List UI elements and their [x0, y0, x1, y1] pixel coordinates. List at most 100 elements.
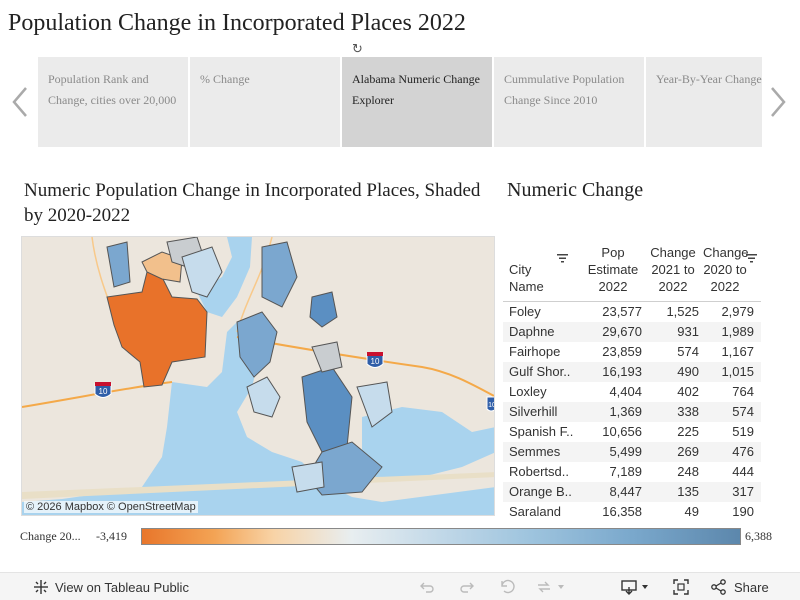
revert-button[interactable]	[498, 573, 516, 600]
map-canvas[interactable]: 10 10 10	[22, 237, 495, 516]
share-button[interactable]: Share	[710, 573, 769, 600]
change-2021-cell: 402	[677, 384, 699, 399]
change-2020-cell: 1,167	[721, 344, 754, 359]
story-tab-label: Year-By-Year Change	[656, 72, 762, 86]
change-2020-cell: 574	[732, 404, 754, 419]
story-tab-label: % Change	[200, 72, 250, 86]
change-2021-cell: 338	[677, 404, 699, 419]
loading-spinner-icon: ↻	[352, 42, 363, 57]
city-cell: Silverhill	[509, 404, 558, 419]
sort-icon[interactable]	[746, 253, 757, 263]
table-row[interactable]: Semmes 5,499 269 476	[503, 442, 761, 462]
barrier-island	[22, 472, 494, 499]
carousel-prev-icon[interactable]	[8, 82, 32, 122]
place-fairhope[interactable]	[246, 376, 281, 418]
change-2021-cell: 225	[677, 424, 699, 439]
interstate-shield-icon: 10	[366, 352, 384, 368]
table-row[interactable]: Fairhope 23,859 574 1,167	[503, 342, 761, 362]
city-cell: Saraland	[509, 504, 562, 517]
place-spanish-fort[interactable]	[261, 241, 298, 308]
place-semmes[interactable]	[106, 241, 131, 288]
story-tab-numeric-change-explorer[interactable]: Alabama Numeric Change Explorer	[342, 57, 492, 147]
change-2021-cell: 248	[677, 464, 699, 479]
pop-cell: 23,859	[602, 344, 642, 359]
column-header-change-2021[interactable]: Change 2021 to 2022	[650, 245, 696, 294]
download-icon	[621, 580, 637, 595]
undo-button[interactable]	[418, 573, 436, 600]
fullscreen-button[interactable]	[672, 573, 690, 600]
river-water	[197, 237, 252, 317]
table-title: Numeric Change	[507, 179, 644, 201]
interstate-shield-icon: 10	[486, 396, 494, 412]
choropleth-map[interactable]: 10 10 10 © 2026 Mapbox © OpenStreetMap	[21, 236, 495, 516]
table-row[interactable]: Saraland 16,358 49 190	[503, 502, 761, 517]
story-tab-year-by-year[interactable]: Year-By-Year Change	[646, 57, 762, 147]
table-row[interactable]: Gulf Shor.. 16,193 490 1,015	[503, 362, 761, 382]
table-body: Foley 23,577 1,525 2,979 Daphne 29,670 931 1,9…	[503, 302, 761, 517]
city-cell: Foley	[509, 304, 541, 319]
city-cell: Robertsd..	[509, 464, 569, 479]
shield-number: 10	[99, 387, 108, 396]
view-on-tableau-public-button[interactable]: View on Tableau Public	[32, 573, 189, 600]
sort-icon[interactable]	[557, 253, 568, 263]
redo-button[interactable]	[458, 573, 476, 600]
change-2020-cell: 476	[732, 444, 754, 459]
page-title: Population Change in Incorporated Places…	[8, 10, 466, 36]
interstate-shield-icon: 10	[94, 382, 112, 398]
refresh-icon	[538, 581, 550, 593]
city-cell: Daphne	[509, 324, 555, 339]
pop-cell: 7,189	[609, 464, 642, 479]
color-legend-bar[interactable]	[141, 528, 741, 545]
map-attribution[interactable]: © 2026 Mapbox © OpenStreetMap	[24, 501, 198, 513]
table-row[interactable]: Robertsd.. 7,189 248 444	[503, 462, 761, 482]
story-tab-cumulative-change[interactable]: Cummulative Population Change Since 2010	[494, 57, 644, 147]
table-header: City Name Pop Estimate 2022 Change 2021 …	[503, 212, 761, 302]
carousel-next-icon[interactable]	[766, 82, 790, 122]
story-tab-label: Alabama Numeric Change Explorer	[352, 72, 480, 107]
table-row[interactable]: Spanish F.. 10,656 225 519	[503, 422, 761, 442]
change-2021-cell: 574	[677, 344, 699, 359]
place-saraland[interactable]	[181, 246, 223, 298]
story-tab-label: Population Rank and Change, cities over …	[48, 72, 177, 107]
refresh-button[interactable]	[535, 573, 565, 600]
pop-cell: 16,193	[602, 364, 642, 379]
interstate-road	[236, 336, 494, 398]
pop-cell: 8,447	[609, 484, 642, 499]
change-2020-cell: 764	[732, 384, 754, 399]
share-label: Share	[734, 579, 769, 595]
change-2020-cell: 2,979	[721, 304, 754, 319]
redo-icon	[460, 582, 474, 593]
change-2020-cell: 519	[732, 424, 754, 439]
change-2020-cell: 317	[732, 484, 754, 499]
shield-number: 10	[371, 357, 380, 366]
pop-cell: 4,404	[609, 384, 642, 399]
change-2021-cell: 1,525	[666, 304, 699, 319]
story-tab-percent-change[interactable]: % Change	[190, 57, 340, 147]
change-2020-cell: 1,989	[721, 324, 754, 339]
place-silverhill[interactable]	[311, 341, 343, 373]
column-header-change-2020[interactable]: Change 2020 to 2022	[703, 245, 749, 294]
pop-cell: 16,358	[602, 504, 642, 517]
city-cell: Fairhope	[509, 344, 561, 359]
table-row[interactable]: Foley 23,577 1,525 2,979	[503, 302, 761, 322]
column-header-city[interactable]: City Name	[509, 262, 544, 294]
change-2021-cell: 931	[677, 324, 699, 339]
city-cell: Loxley	[509, 384, 547, 399]
place-orange-beach[interactable]	[291, 461, 325, 493]
revert-icon	[501, 579, 515, 594]
city-cell: Spanish F..	[509, 424, 574, 439]
place-loxley[interactable]	[309, 291, 338, 328]
undo-icon	[420, 582, 434, 593]
story-tab-population-rank[interactable]: Population Rank and Change, cities over …	[38, 57, 188, 147]
table-row[interactable]: Daphne 29,670 931 1,989	[503, 322, 761, 342]
place-robertsdale[interactable]	[356, 381, 393, 428]
story-tab-label: Cummulative Population Change Since 2010	[504, 72, 625, 107]
place-daphne[interactable]	[236, 311, 278, 378]
table-row[interactable]: Loxley 4,404 402 764	[503, 382, 761, 402]
chevron-down-icon	[558, 585, 564, 589]
table-row[interactable]: Orange B.. 8,447 135 317	[503, 482, 761, 502]
change-2021-cell: 49	[684, 504, 699, 517]
download-button[interactable]	[620, 573, 649, 600]
table-row[interactable]: Silverhill 1,369 338 574	[503, 402, 761, 422]
column-header-pop-estimate[interactable]: Pop Estimate 2022	[587, 245, 639, 294]
